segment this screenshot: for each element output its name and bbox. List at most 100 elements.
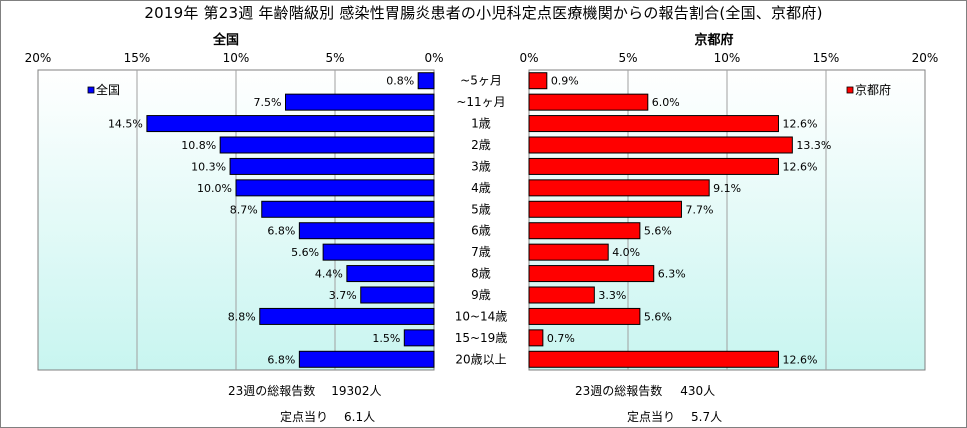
age-category-label: ~5ヶ月 bbox=[460, 74, 502, 88]
age-category-label: 1歳 bbox=[471, 117, 491, 131]
age-category-label: 7歳 bbox=[471, 245, 491, 259]
national-data-label: 6.8% bbox=[267, 225, 295, 238]
national-total-reports-label: 23週の総報告数 bbox=[228, 384, 316, 398]
kyoto-data-label: 0.7% bbox=[547, 332, 575, 345]
age-category-label: 8歳 bbox=[471, 267, 491, 281]
national-bar bbox=[261, 200, 435, 218]
kyoto-bar bbox=[528, 350, 779, 368]
national-tick-label: 10% bbox=[223, 51, 250, 65]
kyoto-bar bbox=[528, 243, 609, 261]
kyoto-bar bbox=[528, 136, 793, 154]
national-bar bbox=[219, 136, 435, 154]
kyoto-data-label: 6.0% bbox=[652, 96, 680, 109]
kyoto-total-reports: 23週の総報告数 430人 bbox=[575, 382, 715, 399]
kyoto-tick-label: 10% bbox=[714, 51, 741, 65]
national-bar bbox=[417, 72, 435, 90]
age-category-label: 4歳 bbox=[471, 181, 491, 195]
kyoto-bar bbox=[528, 265, 655, 283]
kyoto-tick-label: 15% bbox=[813, 51, 840, 65]
national-bar bbox=[360, 286, 435, 304]
kyoto-data-label: 5.6% bbox=[644, 310, 672, 323]
kyoto-panel-title: 京都府 bbox=[694, 32, 733, 48]
national-data-label: 10.3% bbox=[191, 160, 226, 173]
national-bar bbox=[322, 243, 435, 261]
kyoto-data-label: 9.1% bbox=[713, 182, 741, 195]
national-tick-label: 5% bbox=[325, 51, 344, 65]
kyoto-total-reports-value: 430人 bbox=[680, 384, 716, 398]
age-category-label: ~11ヶ月 bbox=[456, 95, 505, 109]
national-bar bbox=[259, 307, 435, 325]
kyoto-tick-label: 0% bbox=[519, 51, 538, 65]
kyoto-total-reports-label: 23週の総報告数 bbox=[575, 384, 663, 398]
kyoto-per-site-label: 定点当り bbox=[627, 410, 676, 424]
national-bar bbox=[146, 115, 435, 133]
national-data-label: 6.8% bbox=[267, 353, 295, 366]
kyoto-per-site: 定点当り 5.7人 bbox=[627, 408, 722, 425]
national-data-label: 1.5% bbox=[372, 332, 400, 345]
kyoto-data-label: 3.3% bbox=[598, 289, 626, 302]
kyoto-bar bbox=[528, 115, 779, 133]
kyoto-data-label: 12.6% bbox=[782, 160, 817, 173]
national-bar bbox=[403, 329, 435, 347]
kyoto-data-label: 13.3% bbox=[796, 139, 831, 152]
kyoto-data-label: 6.3% bbox=[658, 268, 686, 281]
kyoto-bar bbox=[528, 286, 595, 304]
kyoto-data-label: 5.6% bbox=[644, 225, 672, 238]
kyoto-legend-swatch bbox=[846, 86, 854, 94]
national-legend-swatch bbox=[87, 86, 95, 94]
kyoto-data-label: 4.0% bbox=[612, 246, 640, 259]
national-bar bbox=[285, 93, 435, 111]
national-bar bbox=[235, 179, 435, 197]
national-data-label: 5.6% bbox=[291, 246, 319, 259]
kyoto-bar bbox=[528, 93, 649, 111]
kyoto-tick-label: 20% bbox=[912, 51, 939, 65]
national-per-site: 定点当り 6.1人 bbox=[280, 408, 375, 425]
national-data-label: 14.5% bbox=[108, 118, 143, 131]
age-category-label: 2歳 bbox=[471, 138, 491, 152]
national-bar bbox=[229, 157, 435, 175]
national-data-label: 7.5% bbox=[254, 96, 282, 109]
national-tick-label: 0% bbox=[424, 51, 443, 65]
kyoto-bar bbox=[528, 307, 641, 325]
national-bar bbox=[346, 265, 435, 283]
national-panel-title: 全国 bbox=[212, 32, 239, 48]
age-category-label: 20歳以上 bbox=[455, 352, 506, 366]
age-category-label: 6歳 bbox=[471, 224, 491, 238]
national-tick-label: 15% bbox=[124, 51, 151, 65]
age-category-label: 15~19歳 bbox=[455, 331, 508, 345]
national-data-label: 10.0% bbox=[197, 182, 232, 195]
kyoto-bar bbox=[528, 200, 682, 218]
national-data-label: 0.8% bbox=[386, 75, 414, 88]
chart-title: 2019年 第23週 年齢階級別 感染性胃腸炎患者の小児科定点医療機関からの報告… bbox=[144, 4, 823, 22]
kyoto-per-site-value: 5.7人 bbox=[691, 410, 723, 424]
age-category-label: 10~14歳 bbox=[455, 309, 508, 323]
age-category-label: 3歳 bbox=[471, 159, 491, 173]
kyoto-data-label: 7.7% bbox=[685, 203, 713, 216]
national-data-label: 8.8% bbox=[228, 310, 256, 323]
age-category-label: 5歳 bbox=[471, 202, 491, 216]
national-bar bbox=[298, 350, 435, 368]
national-tick-label: 20% bbox=[25, 51, 52, 65]
kyoto-data-label: 0.9% bbox=[551, 75, 579, 88]
kyoto-data-label: 12.6% bbox=[782, 353, 817, 366]
national-per-site-value: 6.1人 bbox=[344, 410, 376, 424]
age-category-label: 9歳 bbox=[471, 288, 491, 302]
kyoto-bar bbox=[528, 157, 779, 175]
national-total-reports: 23週の総報告数 19302人 bbox=[228, 382, 381, 399]
national-legend-label: 全国 bbox=[96, 82, 120, 97]
kyoto-bar bbox=[528, 72, 548, 90]
national-data-label: 3.7% bbox=[329, 289, 357, 302]
kyoto-bar bbox=[528, 222, 641, 240]
national-data-label: 10.8% bbox=[181, 139, 216, 152]
kyoto-legend-label: 京都府 bbox=[855, 82, 891, 97]
national-per-site-label: 定点当り bbox=[280, 410, 329, 424]
kyoto-bar bbox=[528, 179, 710, 197]
kyoto-data-label: 12.6% bbox=[782, 118, 817, 131]
national-total-reports-value: 19302人 bbox=[331, 384, 382, 398]
national-data-label: 4.4% bbox=[315, 268, 343, 281]
national-bar bbox=[298, 222, 435, 240]
kyoto-bar bbox=[528, 329, 544, 347]
kyoto-tick-label: 5% bbox=[618, 51, 637, 65]
national-data-label: 8.7% bbox=[230, 203, 258, 216]
